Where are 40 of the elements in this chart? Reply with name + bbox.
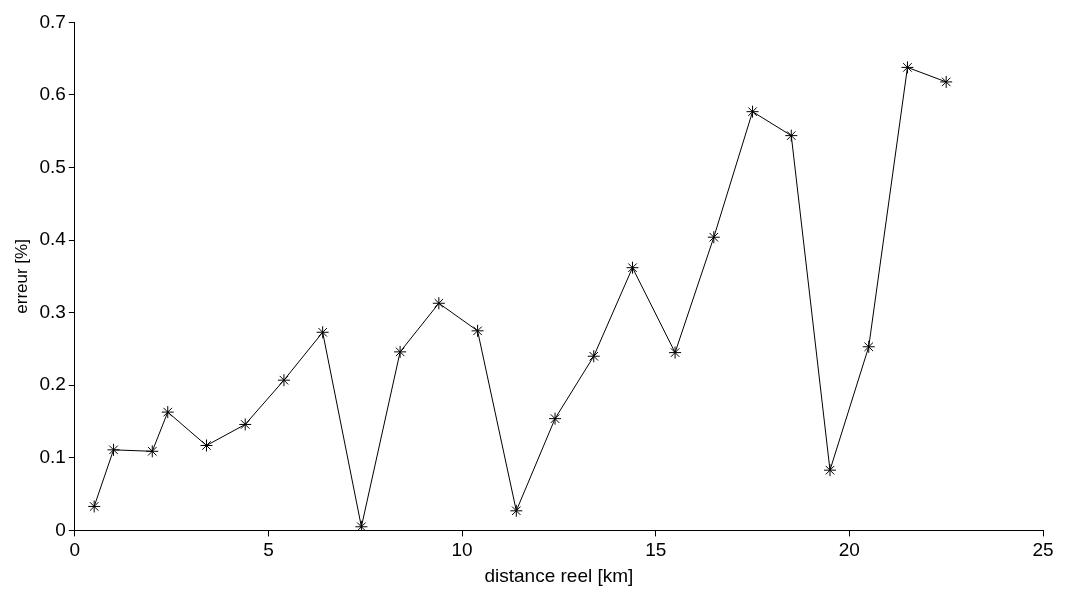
point [784, 129, 798, 143]
point [393, 345, 407, 359]
x-tick-label: 0 [69, 539, 81, 561]
point [354, 520, 368, 531]
y-tick-label: 0.7 [39, 10, 66, 32]
point [238, 417, 252, 431]
point [668, 346, 682, 360]
point [939, 75, 953, 89]
point [471, 324, 485, 338]
x-tick-label: 25 [1032, 539, 1054, 561]
point [900, 60, 914, 74]
y-tick-label: 0.5 [39, 155, 66, 177]
point [509, 504, 523, 518]
point [145, 444, 159, 458]
point [432, 296, 446, 310]
y-tick-label: 0.6 [39, 83, 66, 105]
y-tick-label: 0 [55, 518, 66, 540]
point [548, 412, 562, 426]
x-tick-label: 20 [838, 539, 860, 561]
point [862, 340, 876, 354]
y-tick-label: 0.1 [39, 446, 66, 468]
x-tick-label: 10 [451, 539, 473, 561]
point [161, 405, 175, 419]
point [625, 261, 639, 275]
point [707, 230, 721, 244]
point [587, 349, 601, 363]
point [199, 438, 213, 452]
point [87, 499, 101, 513]
y-tick-label: 0.3 [39, 300, 66, 322]
x-axis-title: distance reel [km] [484, 564, 634, 586]
x-tick-label: 15 [645, 539, 667, 561]
point [823, 463, 837, 477]
x-tick-label: 5 [263, 539, 274, 561]
point [277, 373, 291, 387]
point [316, 325, 330, 339]
point [746, 105, 760, 119]
y-tick-label: 0.2 [39, 373, 66, 395]
y-tick-label: 0.4 [39, 228, 67, 250]
y-axis-title: erreur [%] [11, 239, 31, 314]
point [107, 443, 121, 457]
